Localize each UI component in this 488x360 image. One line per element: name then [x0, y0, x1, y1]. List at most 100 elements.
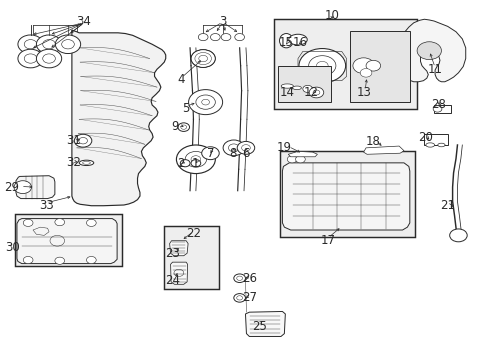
Circle shape	[42, 54, 55, 63]
Circle shape	[237, 141, 254, 154]
Ellipse shape	[184, 242, 186, 250]
Text: 17: 17	[320, 234, 335, 247]
Text: 32: 32	[66, 156, 81, 169]
Text: 7: 7	[206, 147, 214, 160]
Text: 28: 28	[431, 99, 446, 112]
Circle shape	[181, 125, 186, 129]
Circle shape	[449, 229, 466, 242]
Text: 13: 13	[355, 86, 370, 99]
Polygon shape	[16, 176, 55, 199]
Text: 22: 22	[185, 227, 201, 240]
Circle shape	[201, 147, 219, 159]
Circle shape	[74, 134, 92, 147]
Text: 4: 4	[177, 73, 184, 86]
Polygon shape	[17, 219, 117, 264]
Circle shape	[233, 294, 245, 302]
Circle shape	[86, 219, 96, 226]
Circle shape	[191, 159, 201, 167]
Circle shape	[185, 152, 206, 167]
Text: 1: 1	[192, 157, 199, 170]
Circle shape	[180, 159, 190, 167]
Circle shape	[18, 35, 43, 54]
Circle shape	[236, 296, 242, 300]
Circle shape	[201, 99, 209, 105]
Circle shape	[295, 156, 305, 163]
Circle shape	[308, 56, 335, 76]
Circle shape	[191, 50, 215, 67]
Text: 29: 29	[4, 181, 20, 194]
Circle shape	[36, 35, 61, 54]
Ellipse shape	[425, 143, 434, 147]
Circle shape	[24, 54, 37, 63]
Circle shape	[302, 85, 312, 93]
Bar	[277, 66, 330, 102]
Circle shape	[234, 33, 244, 41]
Circle shape	[191, 156, 201, 163]
Bar	[350, 31, 409, 102]
Circle shape	[416, 42, 441, 60]
Bar	[15, 213, 122, 266]
Polygon shape	[245, 311, 285, 337]
Circle shape	[14, 181, 31, 194]
Text: 15: 15	[278, 36, 293, 49]
Circle shape	[55, 35, 81, 54]
Circle shape	[188, 90, 222, 114]
Polygon shape	[170, 262, 187, 284]
Text: 11: 11	[427, 63, 442, 76]
Text: 5: 5	[182, 102, 189, 115]
Circle shape	[210, 33, 220, 41]
Ellipse shape	[181, 242, 183, 250]
Polygon shape	[169, 241, 188, 256]
Text: 12: 12	[303, 86, 318, 99]
Text: 10: 10	[324, 9, 339, 22]
Text: 18: 18	[365, 135, 380, 148]
Circle shape	[316, 62, 327, 70]
Text: 6: 6	[242, 147, 249, 160]
Text: 31: 31	[66, 134, 81, 147]
Circle shape	[298, 49, 345, 83]
Circle shape	[233, 274, 245, 283]
Text: 27: 27	[242, 291, 256, 305]
Text: 9: 9	[171, 120, 178, 133]
Circle shape	[198, 33, 207, 41]
Text: 26: 26	[242, 272, 256, 285]
Bar	[279, 152, 414, 237]
Ellipse shape	[79, 160, 94, 166]
Text: 21: 21	[439, 198, 454, 212]
Circle shape	[55, 219, 64, 226]
Ellipse shape	[82, 161, 90, 164]
Polygon shape	[395, 19, 465, 82]
Circle shape	[360, 68, 371, 77]
Ellipse shape	[179, 242, 181, 250]
Text: 20: 20	[418, 131, 432, 144]
Bar	[433, 105, 450, 113]
Ellipse shape	[437, 143, 444, 147]
Circle shape	[176, 145, 215, 174]
Circle shape	[24, 40, 37, 49]
Circle shape	[61, 40, 74, 49]
Bar	[424, 134, 447, 145]
Bar	[273, 19, 416, 109]
Ellipse shape	[281, 84, 293, 88]
Text: 2: 2	[177, 157, 184, 170]
Circle shape	[366, 60, 380, 71]
Polygon shape	[363, 146, 403, 154]
Circle shape	[241, 145, 250, 151]
Text: 34: 34	[77, 14, 91, 27]
Circle shape	[178, 123, 189, 131]
Circle shape	[23, 219, 33, 226]
Circle shape	[23, 256, 33, 264]
Text: 25: 25	[251, 320, 266, 333]
Ellipse shape	[173, 242, 175, 250]
Circle shape	[312, 90, 319, 95]
Text: 8: 8	[229, 147, 237, 160]
Text: 24: 24	[165, 274, 180, 287]
Circle shape	[55, 257, 64, 264]
Ellipse shape	[174, 242, 176, 250]
Ellipse shape	[176, 242, 178, 250]
Text: 30: 30	[5, 241, 20, 255]
Circle shape	[223, 140, 244, 156]
Circle shape	[36, 49, 61, 68]
Circle shape	[236, 276, 242, 280]
Circle shape	[79, 138, 87, 144]
